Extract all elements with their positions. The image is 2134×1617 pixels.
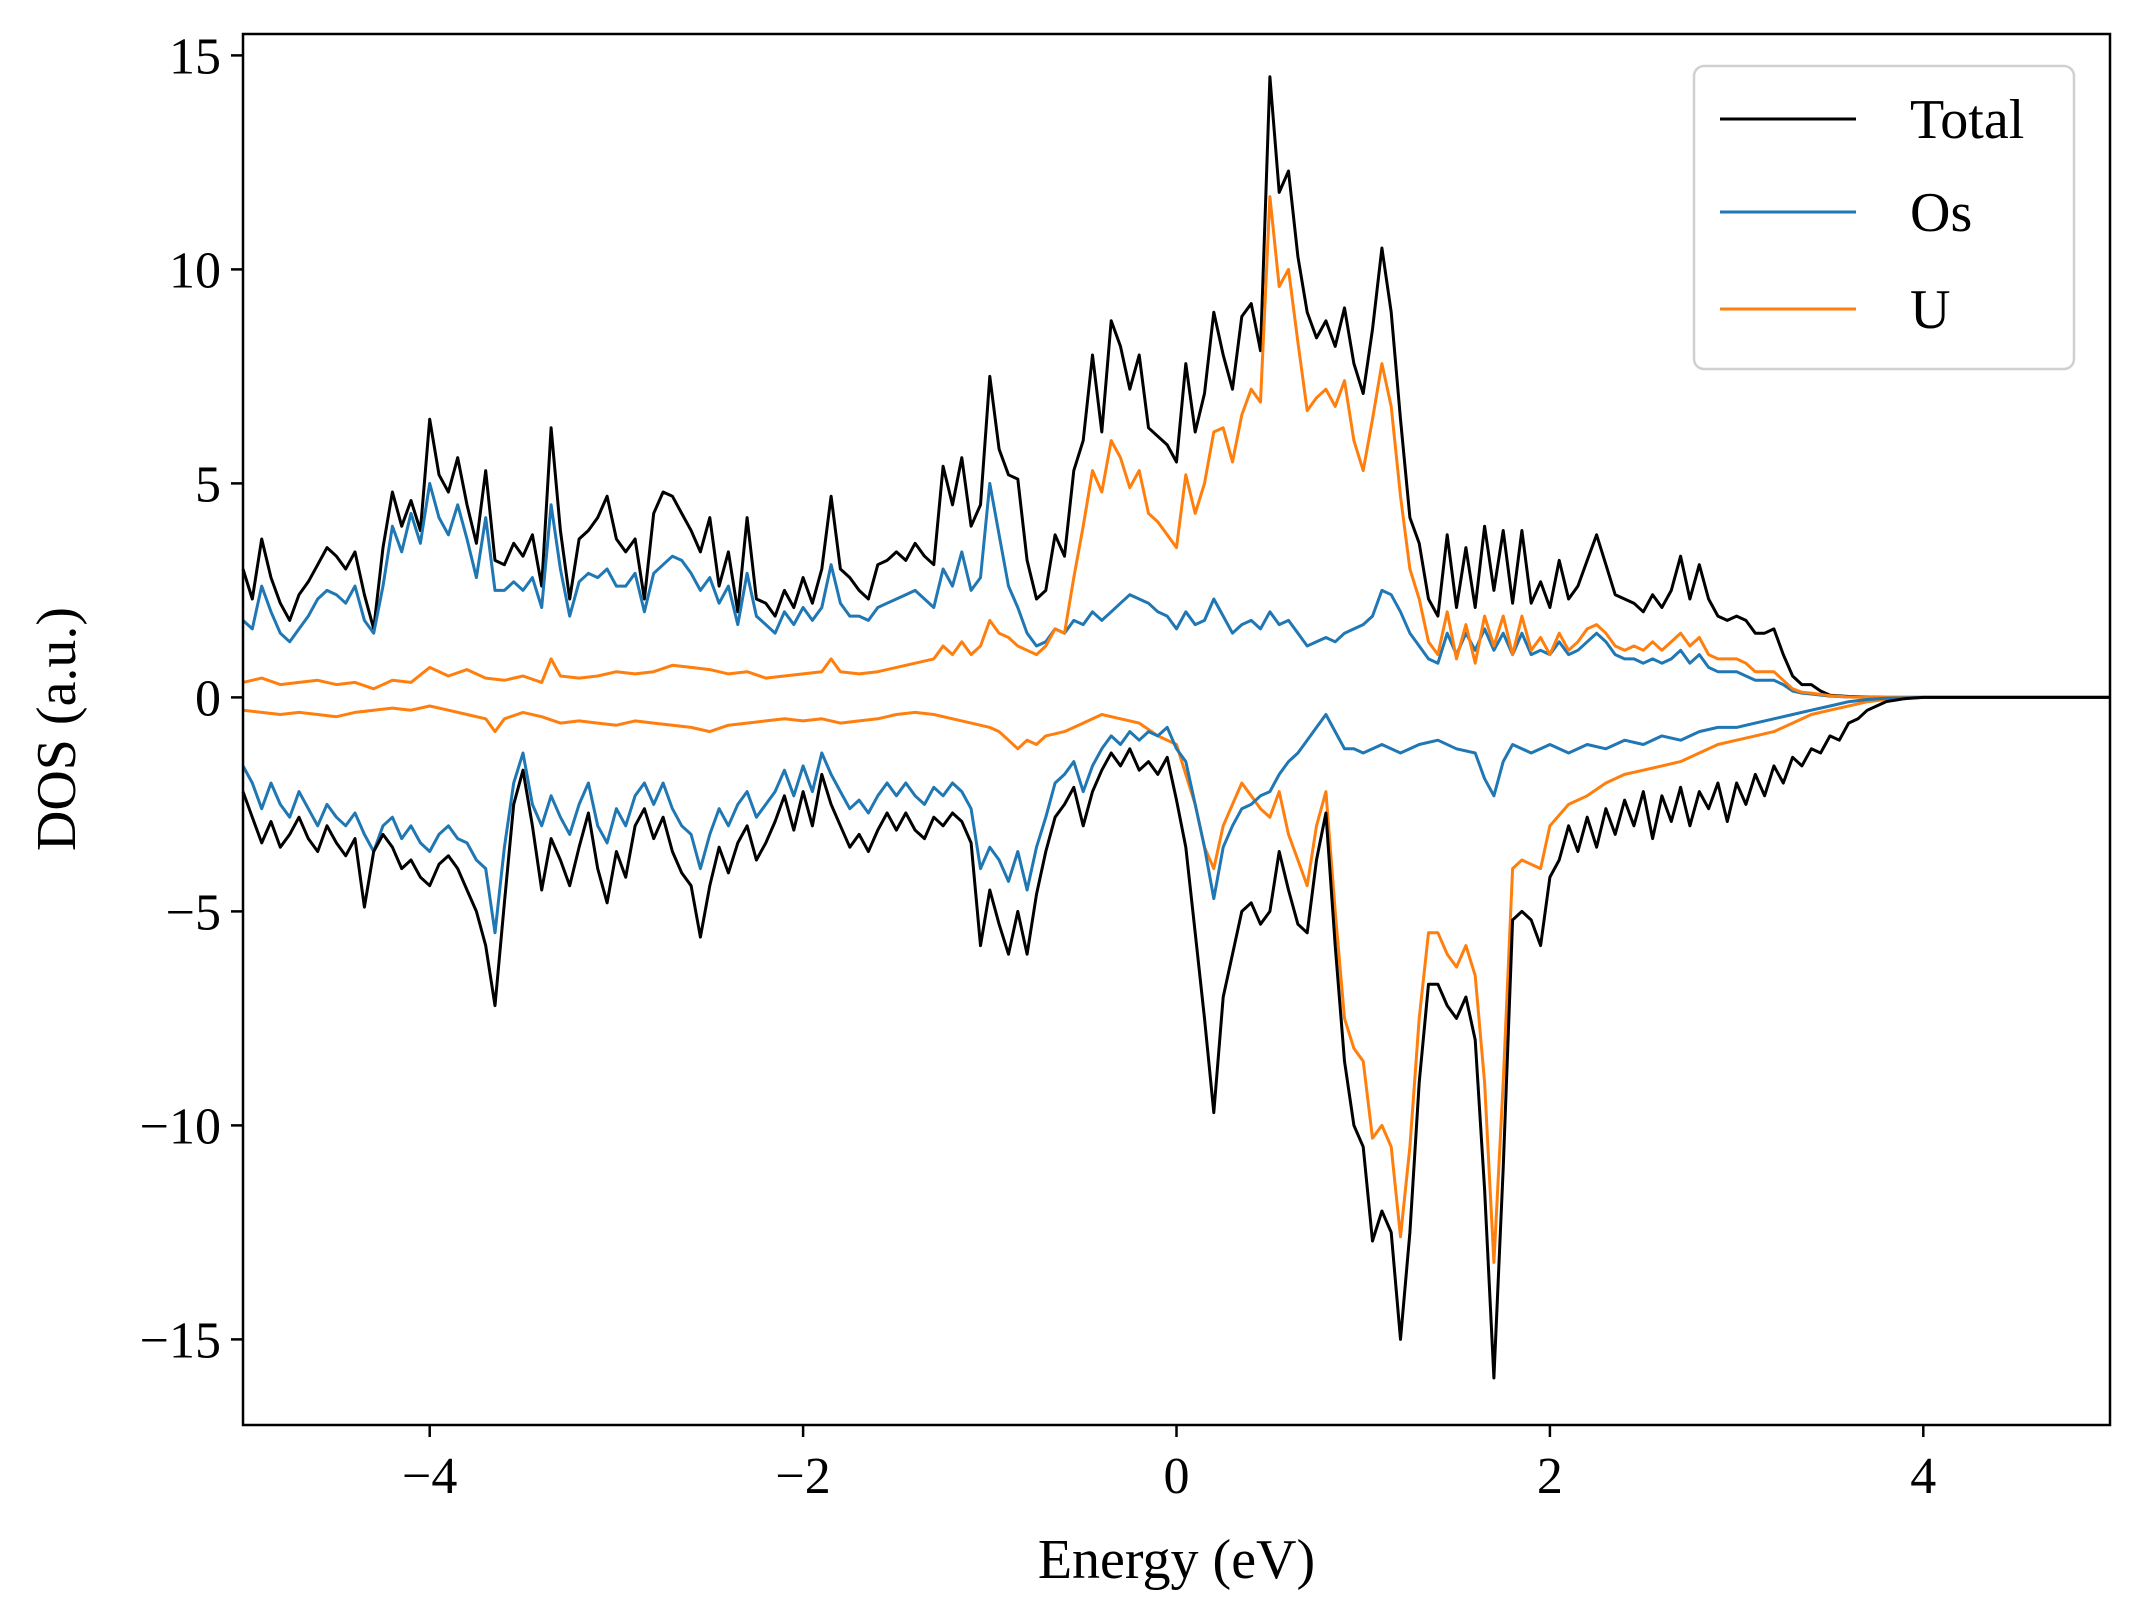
y-tick-label: −10 <box>140 1098 221 1155</box>
y-axis-label: DOS (a.u.) <box>26 607 88 851</box>
y-tick-label: −15 <box>140 1312 221 1369</box>
legend-box <box>1692 64 2076 371</box>
x-tick-label: −4 <box>402 1448 457 1505</box>
series-line-os-down <box>241 695 2110 935</box>
x-axis-label: Energy (eV) <box>1038 1529 1315 1591</box>
series-line-u-down <box>242 695 2110 1264</box>
series-layer <box>241 75 2110 1380</box>
y-tick-label: −5 <box>166 884 221 941</box>
series-line-total-up <box>241 75 2110 699</box>
legend-label-os: Os <box>1910 182 1972 244</box>
series-line-total-down <box>241 695 2110 1380</box>
x-axis-ticks: −4 −2 0 2 4 <box>402 1425 1936 1505</box>
legend-label-total: Total <box>1910 89 2024 151</box>
y-tick-label: 0 <box>195 670 221 727</box>
legend: Total Os U <box>1692 64 2076 371</box>
legend-label-u: U <box>1910 279 1950 341</box>
y-tick-label: 10 <box>169 242 221 299</box>
series-line-u-up <box>242 195 2110 699</box>
y-tick-label: 5 <box>195 456 221 513</box>
x-tick-label: 4 <box>1910 1448 1936 1505</box>
y-tick-label: 15 <box>169 28 221 85</box>
x-tick-label: 2 <box>1537 1448 1563 1505</box>
x-tick-label: −2 <box>775 1448 830 1505</box>
y-axis-ticks: −15 −10 −5 0 5 10 15 <box>140 28 243 1369</box>
series-line-os-up <box>241 481 2110 699</box>
x-tick-label: 0 <box>1164 1448 1190 1505</box>
